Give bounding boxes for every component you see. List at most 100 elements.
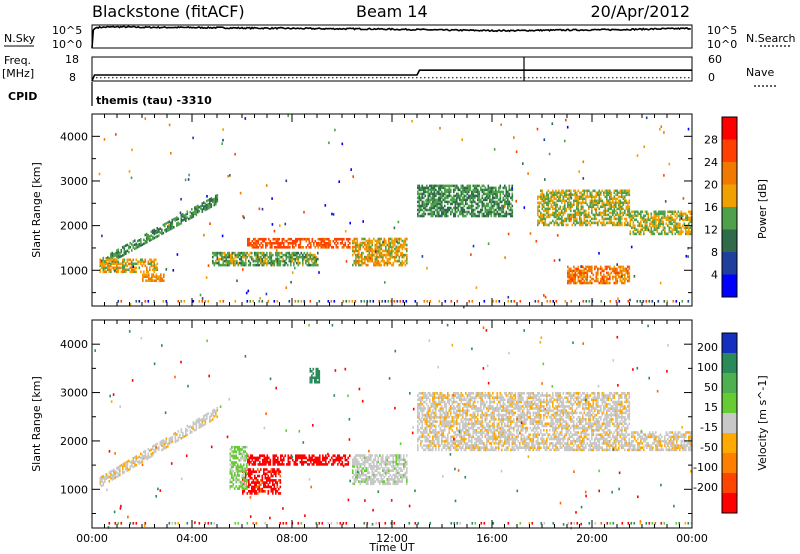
echo-cell xyxy=(255,263,258,267)
echo-cell xyxy=(397,478,399,481)
echo-cell xyxy=(270,485,273,489)
echo-cell xyxy=(668,162,671,166)
echo-cell xyxy=(510,202,512,206)
echo-cell xyxy=(371,471,374,475)
echo-cell xyxy=(588,211,590,215)
echo-cell xyxy=(99,262,102,266)
echo-cell xyxy=(391,253,393,257)
echo-cell xyxy=(574,223,577,227)
echo-cell xyxy=(239,261,241,265)
echo-cell xyxy=(397,462,399,466)
echo-cell xyxy=(256,243,258,247)
echo-cell xyxy=(629,224,632,228)
echo-cell xyxy=(394,475,396,479)
echo-cell xyxy=(135,258,138,262)
echo-cell xyxy=(116,255,118,258)
echo-cell xyxy=(285,257,288,261)
echo-cell xyxy=(484,196,487,200)
echo-cell xyxy=(397,456,399,459)
echo-cell xyxy=(198,424,201,427)
echo-cell xyxy=(359,255,362,259)
echo-cell xyxy=(275,259,277,263)
echo-cell xyxy=(353,482,356,486)
echo-cell xyxy=(388,462,390,466)
echo-cell xyxy=(604,281,607,285)
echo-cell xyxy=(370,458,372,462)
echo-cell xyxy=(101,259,103,263)
echo-cell xyxy=(252,257,255,261)
echo-cell xyxy=(670,214,672,218)
echo-cell xyxy=(646,220,648,224)
echo-cell xyxy=(618,273,620,277)
echo-cell xyxy=(371,247,374,251)
echo-cell xyxy=(107,476,109,480)
echo-cell xyxy=(421,212,424,216)
echo-cell xyxy=(583,219,586,223)
echo-cell xyxy=(423,212,425,216)
echo-cell xyxy=(610,203,613,207)
echo-cell xyxy=(234,448,236,451)
echo-cell xyxy=(258,481,261,484)
echo-cell xyxy=(345,300,348,303)
echo-cell xyxy=(547,195,550,199)
echo-cell xyxy=(492,186,494,190)
echo-cell xyxy=(276,468,279,471)
echo-cell xyxy=(255,492,258,495)
echo-cell xyxy=(459,196,461,200)
echo-cell xyxy=(424,437,427,441)
echo-cell xyxy=(352,175,354,178)
echo-cell xyxy=(477,196,479,200)
echo-cell xyxy=(302,246,305,249)
echo-cell xyxy=(621,201,623,205)
echo-cell xyxy=(301,458,303,462)
echo-cell xyxy=(628,267,631,271)
echo-cell xyxy=(577,221,580,225)
echo-cell xyxy=(621,281,623,285)
echo-cell xyxy=(450,206,452,210)
echo-cell xyxy=(501,206,503,210)
echo-cell xyxy=(418,392,421,395)
echo-cell xyxy=(120,270,123,274)
echo-cell xyxy=(235,454,238,458)
echo-cell xyxy=(389,460,392,464)
echo-cell xyxy=(111,258,114,262)
echo-cell xyxy=(574,189,577,193)
echo-cell xyxy=(541,191,544,195)
echo-cell xyxy=(483,188,485,192)
echo-cell xyxy=(168,226,171,230)
echo-cell xyxy=(477,204,479,208)
echo-cell xyxy=(259,237,261,241)
echo-cell xyxy=(685,218,687,222)
echo-cell xyxy=(132,270,135,274)
echo-cell xyxy=(601,205,604,209)
echo-cell xyxy=(466,202,469,206)
echo-cell xyxy=(540,215,542,219)
echo-cell xyxy=(180,219,183,223)
echo-cell xyxy=(114,474,117,477)
echo-cell xyxy=(341,460,344,464)
echo-cell xyxy=(391,237,393,241)
echo-cell xyxy=(403,462,405,466)
echo-cell xyxy=(653,214,656,218)
echo-cell xyxy=(379,467,381,470)
echo-cell xyxy=(680,210,683,214)
echo-cell xyxy=(222,138,224,142)
echo-cell xyxy=(364,241,366,245)
echo-cell xyxy=(604,211,607,215)
echo-cell xyxy=(439,196,442,200)
echo-cell xyxy=(248,263,250,267)
echo-cell xyxy=(674,218,677,222)
echo-cell xyxy=(469,212,472,216)
echo-cell xyxy=(241,465,244,469)
echo-cell xyxy=(504,202,506,206)
echo-cell xyxy=(544,195,547,199)
echo-cell xyxy=(168,224,171,228)
echo-cell xyxy=(421,204,424,208)
echo-cell xyxy=(237,467,239,471)
echo-cell xyxy=(433,210,436,214)
noise-panel-frame xyxy=(91,24,693,49)
echo-cell xyxy=(609,195,611,199)
echo-cell xyxy=(353,473,356,477)
echo-cell xyxy=(543,223,545,227)
freq-tick-bottom: 8 xyxy=(69,71,76,84)
